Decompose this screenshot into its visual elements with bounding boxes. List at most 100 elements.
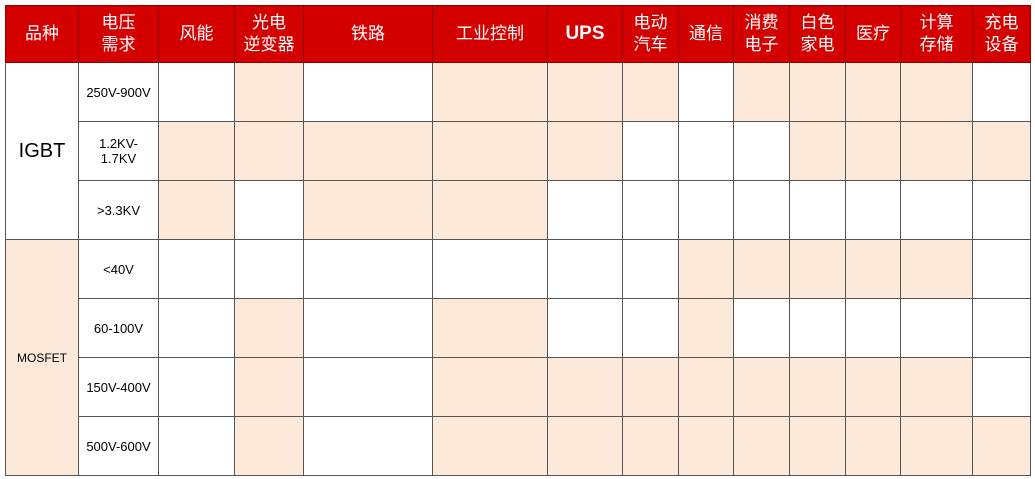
application-cell-highlighted: [789, 62, 846, 122]
application-cell-highlighted: [158, 180, 235, 240]
application-cell-highlighted: [622, 357, 679, 417]
voltage-cell: <40V: [78, 239, 159, 299]
application-cell: [303, 239, 433, 299]
application-cell: [678, 121, 734, 181]
application-cell: [972, 62, 1031, 122]
application-cell: [789, 180, 846, 240]
application-cell: [303, 416, 433, 476]
application-cell-highlighted: [234, 62, 304, 122]
application-cell-highlighted: [303, 121, 433, 181]
application-cell-highlighted: [158, 121, 235, 181]
header-cell: 铁路: [303, 5, 433, 63]
voltage-cell: 1.2KV- 1.7KV: [78, 121, 159, 181]
application-cell: [972, 298, 1031, 358]
application-cell: [158, 298, 235, 358]
header-cell: 光电 逆变器: [234, 5, 304, 63]
application-cell-highlighted: [432, 180, 548, 240]
category-cell: IGBT: [5, 62, 79, 240]
application-cell: [845, 298, 901, 358]
header-row: 品种 电压 需求 风能 光电 逆变器 铁路 工业控制 UPS 电动 汽车 通信 消费 电子 白色 家…: [5, 5, 1031, 63]
application-cell-highlighted: [432, 416, 548, 476]
application-cell: [432, 239, 548, 299]
application-cell-highlighted: [234, 416, 304, 476]
application-cell: [622, 298, 679, 358]
application-cell-highlighted: [303, 180, 433, 240]
application-cell-highlighted: [845, 62, 901, 122]
application-cell-highlighted: [972, 121, 1031, 181]
header-cell: 电压 需求: [78, 5, 159, 63]
application-cell-highlighted: [845, 239, 901, 299]
header-cell: 品种: [5, 5, 79, 63]
application-cell-highlighted: [733, 416, 790, 476]
application-cell-highlighted: [789, 357, 846, 417]
header-cell: 消费 电子: [733, 5, 790, 63]
header-cell: 风能: [158, 5, 235, 63]
header-cell: 通信: [678, 5, 734, 63]
application-cell-highlighted: [900, 239, 973, 299]
application-cell-highlighted: [678, 357, 734, 417]
application-cell-highlighted: [547, 62, 623, 122]
application-cell-highlighted: [900, 416, 973, 476]
application-cell: [303, 298, 433, 358]
table-row: 60-100V: [6, 298, 1031, 358]
application-cell-highlighted: [900, 121, 973, 181]
application-cell-highlighted: [432, 62, 548, 122]
application-cell-highlighted: [432, 298, 548, 358]
application-cell: [972, 357, 1031, 417]
application-cell: [900, 180, 973, 240]
application-cell: [158, 357, 235, 417]
application-cell-highlighted: [789, 239, 846, 299]
application-cell-highlighted: [845, 121, 901, 181]
application-cell-highlighted: [622, 62, 679, 122]
application-cell-highlighted: [547, 357, 623, 417]
application-cell: [733, 298, 790, 358]
application-cell-highlighted: [733, 62, 790, 122]
header-cell: 工业控制: [432, 5, 548, 63]
application-cell-highlighted: [900, 62, 973, 122]
application-cell-highlighted: [733, 239, 790, 299]
application-cell: [303, 357, 433, 417]
application-cell: [678, 180, 734, 240]
application-matrix-table: 品种 电压 需求 风能 光电 逆变器 铁路 工业控制 UPS 电动 汽车 通信 消费 电子 白色 家…: [5, 5, 1031, 476]
application-cell: [234, 239, 304, 299]
application-cell: [733, 180, 790, 240]
application-cell: [158, 416, 235, 476]
voltage-cell: >3.3KV: [78, 180, 159, 240]
application-cell: [622, 180, 679, 240]
application-cell-highlighted: [845, 357, 901, 417]
application-cell: [789, 298, 846, 358]
application-cell: [303, 62, 433, 122]
header-cell: 计算 存储: [900, 5, 973, 63]
application-cell-highlighted: [733, 357, 790, 417]
category-cell: MOSFET: [5, 239, 79, 476]
header-cell: 医疗: [845, 5, 901, 63]
voltage-cell: 150V-400V: [78, 357, 159, 417]
application-cell-highlighted: [789, 416, 846, 476]
application-cell-highlighted: [622, 416, 679, 476]
application-cell-highlighted: [547, 416, 623, 476]
application-cell-highlighted: [234, 357, 304, 417]
voltage-cell: 500V-600V: [78, 416, 159, 476]
voltage-cell: 250V-900V: [78, 62, 159, 122]
application-cell-highlighted: [234, 121, 304, 181]
application-cell: [547, 180, 623, 240]
table-row: MOSFET <40V: [5, 239, 1031, 476]
application-cell-highlighted: [900, 357, 973, 417]
application-cell-highlighted: [972, 416, 1031, 476]
header-cell: 白色 家电: [789, 5, 846, 63]
application-cell-highlighted: [789, 121, 846, 181]
application-cell: [900, 298, 973, 358]
application-cell: [845, 180, 901, 240]
application-cell: [733, 121, 790, 181]
table-row: >3.3KV: [6, 180, 1031, 240]
application-cell-highlighted: [845, 416, 901, 476]
application-cell: [158, 62, 235, 122]
application-cell-highlighted: [432, 121, 548, 181]
application-cell-highlighted: [547, 121, 623, 181]
application-cell-highlighted: [678, 416, 734, 476]
application-cell: [158, 239, 235, 299]
table-row: 150V-400V: [6, 357, 1031, 417]
application-cell: [678, 62, 734, 122]
application-cell: [547, 298, 623, 358]
application-cell-highlighted: [678, 298, 734, 358]
